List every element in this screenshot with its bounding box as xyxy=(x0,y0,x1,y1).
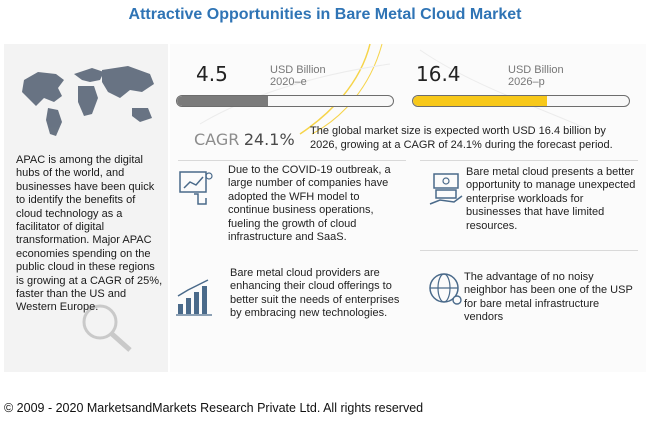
growth-bars-icon xyxy=(176,279,212,316)
end-market-bar xyxy=(412,95,630,107)
separator-top-right xyxy=(420,160,638,161)
end-year-label: 2026–p xyxy=(508,76,545,88)
start-market-bar-fill xyxy=(177,96,268,106)
end-unit: USD Billion 2026–p xyxy=(508,64,564,88)
decorative-curves xyxy=(199,43,591,135)
separator-mid-right xyxy=(420,250,638,251)
point-covid: Due to the COVID-19 outbreak, a large nu… xyxy=(228,164,391,244)
copyright-footer: © 2009 - 2020 MarketsandMarkets Research… xyxy=(4,401,424,415)
cagr-label: CAGR xyxy=(194,130,240,149)
cagr-value: 24.1% xyxy=(243,130,295,149)
left-description: APAC is among the digital hubs of the wo… xyxy=(16,154,163,314)
start-value: 4.5 xyxy=(196,62,228,86)
money-hand-icon xyxy=(429,173,463,205)
end-value: 16.4 xyxy=(416,62,461,86)
separator-top xyxy=(178,160,406,161)
page-title: Attractive Opportunities in Bare Metal C… xyxy=(128,6,522,23)
cagr-block: CAGR 24.1% xyxy=(194,130,295,150)
magnifier-icon xyxy=(82,304,132,352)
start-unit: USD Billion 2020–e xyxy=(270,64,326,88)
point-noisy-neighbor: The advantage of no noisy neighbor has b… xyxy=(464,271,633,324)
point-providers: Bare metal cloud providers are enhancing… xyxy=(230,267,400,320)
world-map-icon xyxy=(22,66,154,136)
start-unit-label: USD Billion xyxy=(270,64,326,76)
globe-network-icon xyxy=(429,273,462,305)
end-unit-label: USD Billion xyxy=(508,64,564,76)
left-panel xyxy=(4,44,168,372)
point-workloads: Bare metal cloud presents a better oppor… xyxy=(466,166,636,232)
finger-chart-icon xyxy=(179,171,213,205)
start-year-label: 2020–e xyxy=(270,76,307,88)
start-market-bar xyxy=(176,95,394,107)
market-description: The global market size is expected worth… xyxy=(310,125,613,151)
end-market-bar-fill xyxy=(413,96,547,106)
